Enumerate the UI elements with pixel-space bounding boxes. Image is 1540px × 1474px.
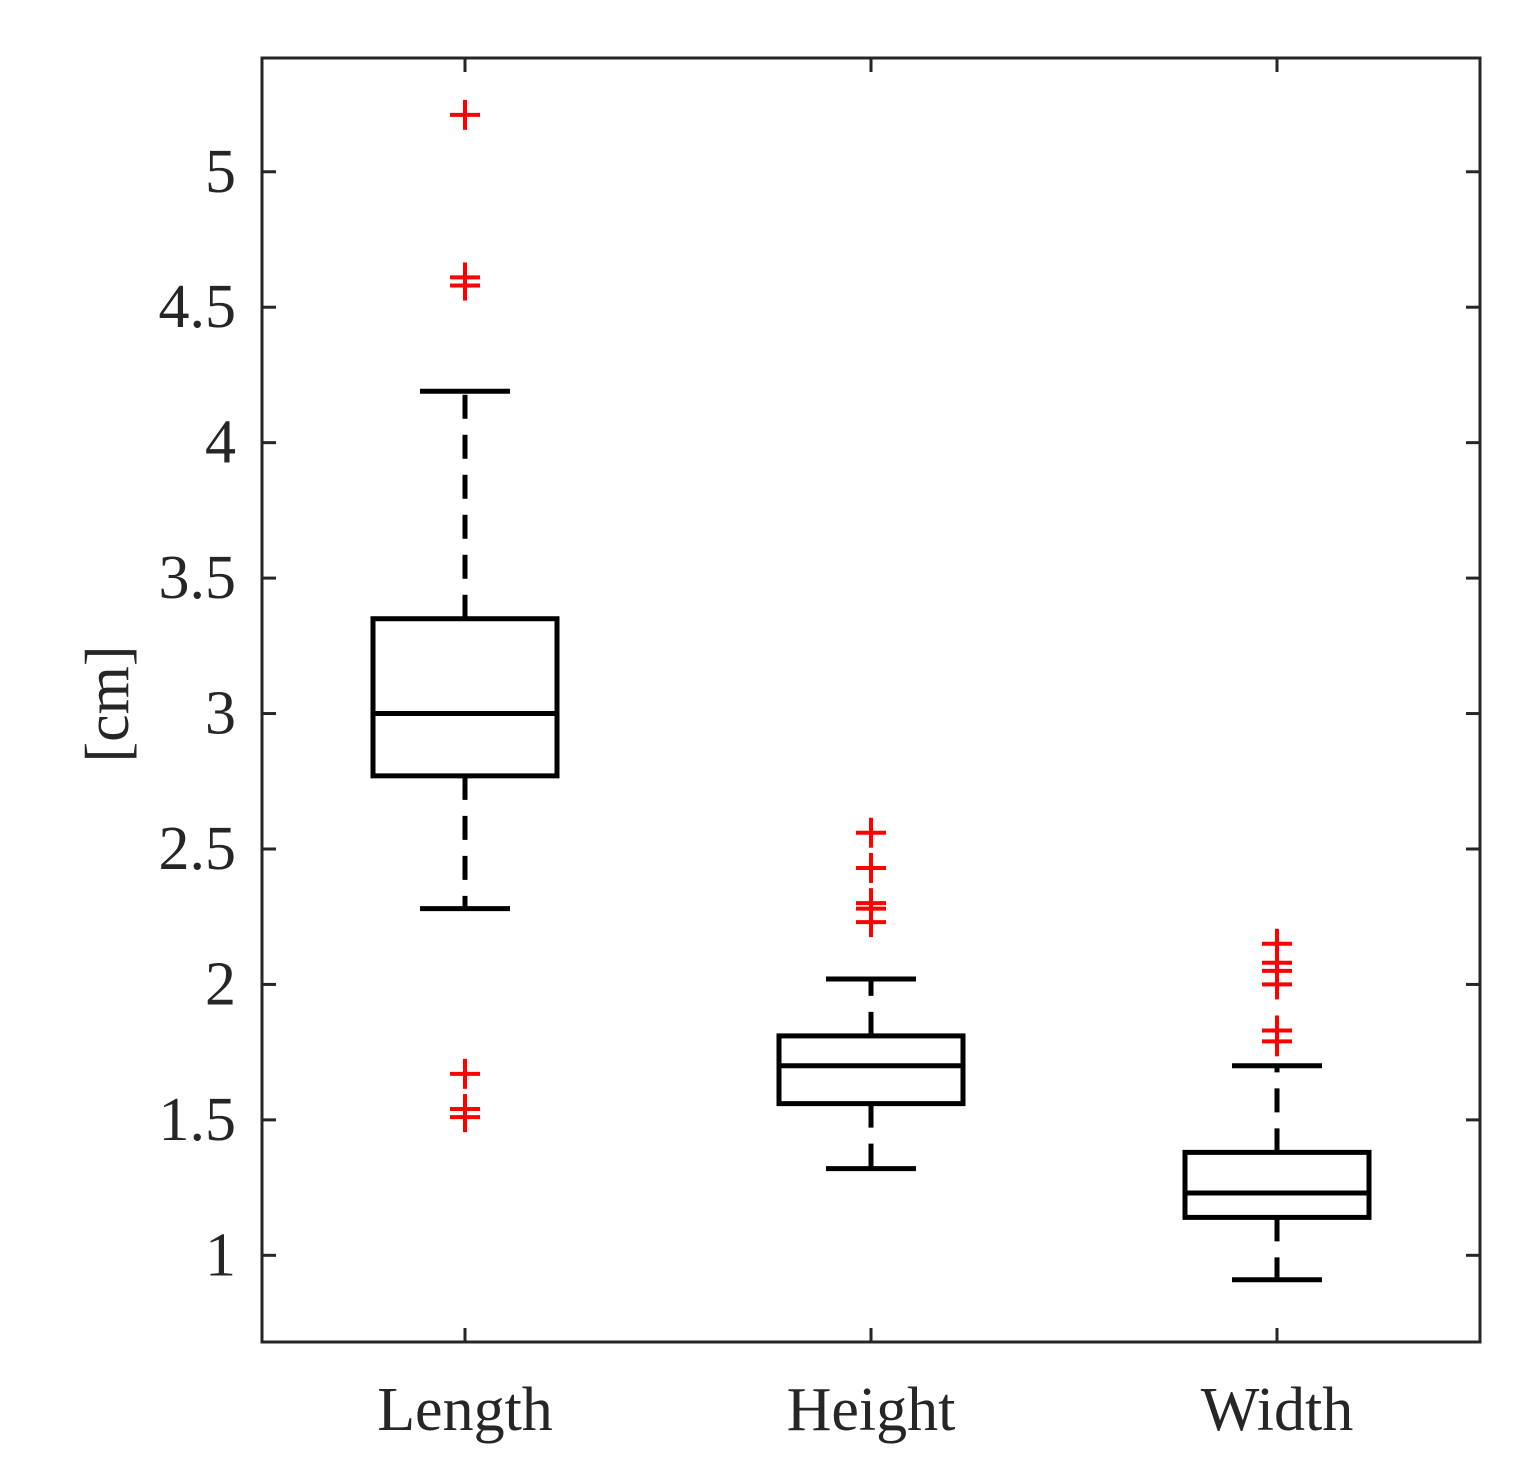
outlier-marker xyxy=(450,1058,480,1089)
box-plot-marks xyxy=(370,99,1372,1283)
outlier-marker xyxy=(856,852,886,883)
y-tick-label: 3.5 xyxy=(159,544,237,612)
outlier-marker xyxy=(1262,1026,1292,1057)
box-length xyxy=(370,99,560,1133)
iqr-box xyxy=(370,616,560,779)
y-tick-label: 2 xyxy=(205,950,236,1018)
outlier-marker xyxy=(450,99,480,130)
box-height xyxy=(776,817,966,1172)
x-axis-ticks: Length Height Width xyxy=(377,58,1353,1444)
y-axis-label: [cm] xyxy=(74,645,142,762)
y-tick-label: 5 xyxy=(205,138,236,206)
iqr-box xyxy=(1182,1149,1372,1220)
x-tick-label: Length xyxy=(377,1376,553,1444)
outlier-marker xyxy=(1262,969,1292,1000)
outlier-marker xyxy=(450,270,480,301)
y-axis-ticks: 1 1.5 2 2.5 3 3.5 4 4.5 5 xyxy=(159,138,1480,1289)
y-tick-label: 1.5 xyxy=(159,1086,237,1154)
y-tick-label: 1 xyxy=(205,1221,236,1289)
iqr-box xyxy=(776,1033,966,1107)
y-tick-label: 3 xyxy=(205,680,236,748)
y-tick-label: 4.5 xyxy=(159,273,237,341)
y-tick-label: 4 xyxy=(205,409,236,477)
outlier-marker xyxy=(450,1102,480,1133)
x-tick-label: Height xyxy=(787,1376,956,1444)
x-tick-label: Width xyxy=(1201,1376,1354,1444)
outlier-marker xyxy=(856,817,886,848)
y-tick-label: 2.5 xyxy=(159,815,237,883)
box-width xyxy=(1182,928,1372,1283)
outlier-marker xyxy=(856,907,886,938)
